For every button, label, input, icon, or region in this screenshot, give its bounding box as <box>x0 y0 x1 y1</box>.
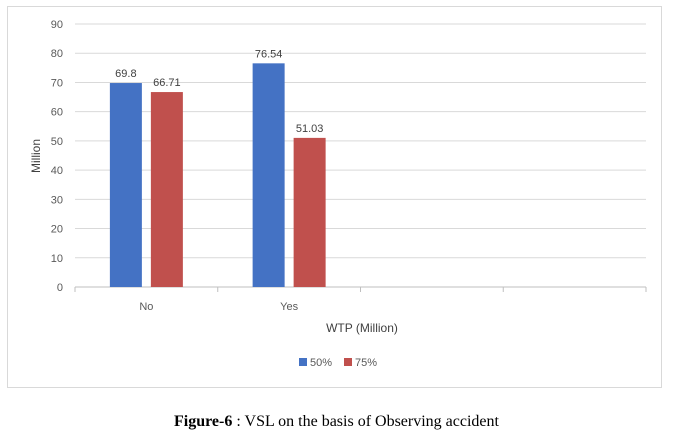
y-tick-label: 50 <box>51 136 63 148</box>
y-tick-label: 60 <box>51 107 63 119</box>
legend-swatch <box>299 358 307 366</box>
bar-50pct-yes <box>252 63 285 287</box>
figure-caption: Figure-6 : VSL on the basis of Observing… <box>0 413 673 431</box>
y-tick-label: 20 <box>51 224 63 236</box>
data-label: 66.71 <box>153 77 181 89</box>
data-label: 69.8 <box>115 68 136 80</box>
y-tick-label: 70 <box>51 77 63 89</box>
y-tick-label: 80 <box>51 48 63 60</box>
caption-text: : VSL on the basis of Observing accident <box>232 413 499 430</box>
data-label: 51.03 <box>296 123 324 135</box>
legend-swatch <box>344 358 352 366</box>
legend-label: 75% <box>355 357 377 369</box>
data-label: 76.54 <box>255 48 283 60</box>
x-tick-label: No <box>139 301 153 313</box>
y-tick-label: 0 <box>57 282 63 294</box>
bar-75pct-no <box>150 92 183 287</box>
bar-75pct-yes <box>293 137 326 287</box>
y-tick-label: 30 <box>51 194 63 206</box>
bar-chart: 0 10 20 30 40 50 60 70 80 90 69.8 76.54 66.71 51.03 No… <box>29 19 647 369</box>
y-axis-title: Million <box>29 139 43 173</box>
x-tick-label: Yes <box>280 301 298 313</box>
bar-50pct-no <box>109 83 142 287</box>
y-tick-label: 90 <box>51 19 63 31</box>
y-tick-label: 10 <box>51 253 63 265</box>
x-axis-title: WTP (Million) <box>326 321 398 335</box>
y-tick-label: 40 <box>51 165 63 177</box>
legend-label: 50% <box>310 357 332 369</box>
caption-label: Figure-6 <box>174 413 233 430</box>
